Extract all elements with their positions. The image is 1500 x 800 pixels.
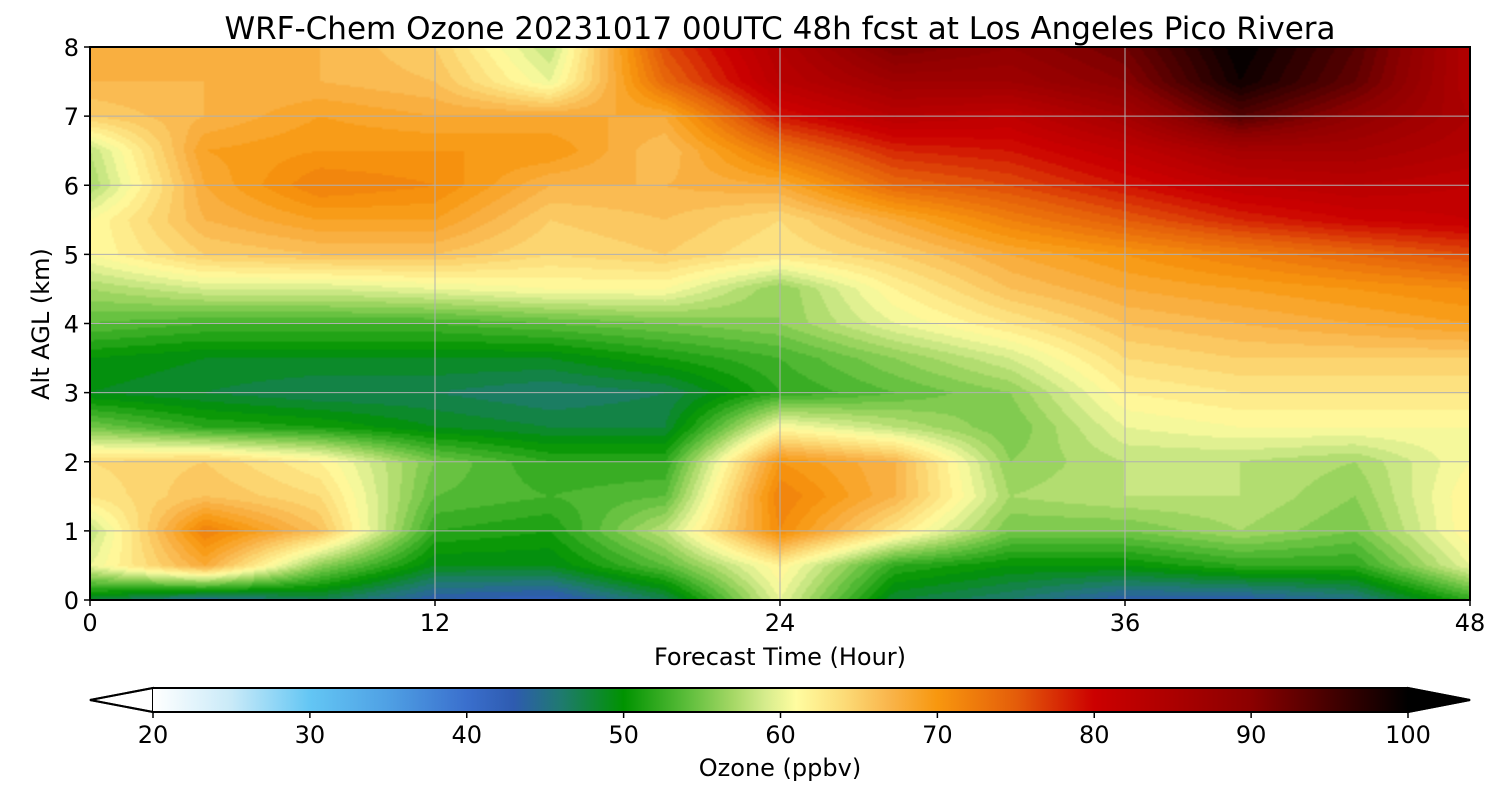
y-tick-label: 1 <box>64 518 79 546</box>
y-tick-label: 4 <box>64 311 79 339</box>
x-tick-label: 0 <box>82 609 97 637</box>
y-tick-label: 7 <box>64 103 79 131</box>
y-tick-label: 5 <box>64 241 79 269</box>
colorbar-tick-label: 30 <box>295 721 326 749</box>
x-tick-label: 12 <box>420 609 451 637</box>
colorbar-ticks: 20 30 40 50 60 70 80 90 100 <box>138 712 1431 749</box>
x-tick-label: 36 <box>1110 609 1141 637</box>
colorbar-tick-label: 100 <box>1385 721 1431 749</box>
y-tick-label: 0 <box>64 587 79 615</box>
x-axis: 0 12 24 36 48 <box>82 600 1485 637</box>
colorbar-tick-label: 70 <box>922 721 953 749</box>
y-axis-label: Alt AGL (km) <box>27 248 55 400</box>
colorbar: 20 30 40 50 60 70 80 90 100 Ozone (ppbv) <box>89 686 1471 782</box>
y-axis: 0 1 2 3 4 5 6 7 8 <box>64 34 90 615</box>
chart-title: WRF-Chem Ozone 20231017 00UTC 48h fcst a… <box>224 11 1335 47</box>
colorbar-gradient <box>153 688 1408 712</box>
x-tick-label: 24 <box>765 609 796 637</box>
colorbar-tick-label: 80 <box>1079 721 1110 749</box>
colorbar-tick-label: 20 <box>138 721 169 749</box>
colorbar-label: Ozone (ppbv) <box>699 754 861 782</box>
colorbar-tick-label: 90 <box>1236 721 1267 749</box>
colorbar-extend-max <box>1407 686 1471 714</box>
y-tick-label: 2 <box>64 449 79 477</box>
y-tick-label: 6 <box>64 172 79 200</box>
colorbar-tick-label: 50 <box>608 721 639 749</box>
colorbar-extend-min <box>89 686 154 714</box>
y-tick-label: 3 <box>64 380 79 408</box>
x-tick-label: 48 <box>1455 609 1486 637</box>
y-tick-label: 8 <box>64 34 79 62</box>
colorbar-tick-label: 40 <box>451 721 482 749</box>
colorbar-tick-label: 60 <box>765 721 796 749</box>
x-axis-label: Forecast Time (Hour) <box>654 643 906 671</box>
